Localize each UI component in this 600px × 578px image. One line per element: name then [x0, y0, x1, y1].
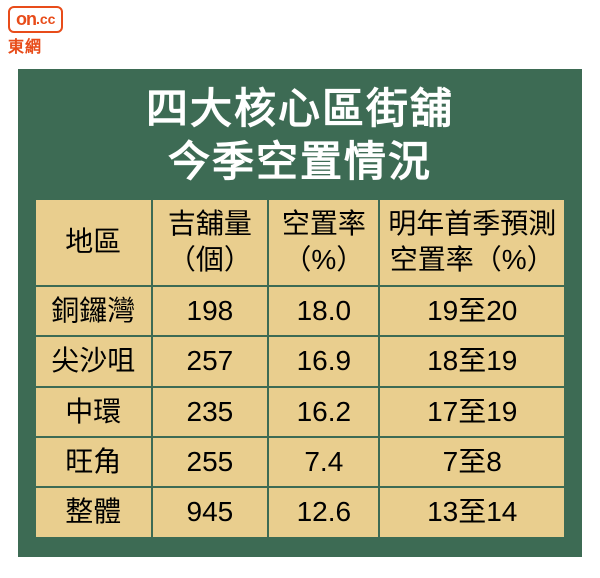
panel-title: 四大核心區街舖 今季空置情況 [34, 83, 566, 188]
header-cell-text: （個） [168, 244, 252, 275]
cell-district: 中環 [35, 387, 152, 437]
logo-subtext: 東網 [8, 33, 592, 57]
cell-district: 尖沙咀 [35, 336, 152, 386]
logo-cc-text: .cc [36, 11, 55, 27]
cell-vacancy-rate: 16.2 [268, 387, 379, 437]
title-line-2: 今季空置情況 [168, 138, 432, 185]
cell-vacancy-rate: 12.6 [268, 487, 379, 537]
main-panel: 四大核心區街舖 今季空置情況 地區 吉舖量 （個） 空置率 （%） 明年首 [18, 69, 582, 557]
cell-district: 銅鑼灣 [35, 286, 152, 336]
table-row: 整體 945 12.6 13至14 [35, 487, 565, 537]
cell-vacancy-rate: 7.4 [268, 437, 379, 487]
logo-region: on.cc 東網 [0, 0, 600, 59]
cell-vacant-count: 257 [152, 336, 269, 386]
header-forecast-rate: 明年首季預測 空置率（%） [379, 199, 565, 286]
cell-vacant-count: 945 [152, 487, 269, 537]
header-cell-text: 空置率 [282, 208, 366, 239]
vacancy-table: 地區 吉舖量 （個） 空置率 （%） 明年首季預測 空置率（%） 銅鑼灣 [34, 198, 566, 539]
cell-district: 旺角 [35, 437, 152, 487]
header-cell-text: 空置率（%） [390, 244, 555, 275]
header-district: 地區 [35, 199, 152, 286]
cell-vacant-count: 235 [152, 387, 269, 437]
cell-forecast-rate: 17至19 [379, 387, 565, 437]
logo-box: on.cc [8, 6, 63, 33]
table-row: 中環 235 16.2 17至19 [35, 387, 565, 437]
cell-vacancy-rate: 16.9 [268, 336, 379, 386]
header-vacant-count: 吉舖量 （個） [152, 199, 269, 286]
header-cell-text: （%） [283, 244, 364, 275]
table-body: 銅鑼灣 198 18.0 19至20 尖沙咀 257 16.9 18至19 中環… [35, 286, 565, 538]
header-vacancy-rate: 空置率 （%） [268, 199, 379, 286]
cell-forecast-rate: 19至20 [379, 286, 565, 336]
logo-on-text: on [16, 9, 36, 29]
cell-vacant-count: 255 [152, 437, 269, 487]
header-cell-text: 地區 [65, 226, 121, 257]
table-row: 銅鑼灣 198 18.0 19至20 [35, 286, 565, 336]
cell-forecast-rate: 7至8 [379, 437, 565, 487]
header-cell-text: 吉舖量 [168, 208, 252, 239]
table-header-row: 地區 吉舖量 （個） 空置率 （%） 明年首季預測 空置率（%） [35, 199, 565, 286]
cell-forecast-rate: 13至14 [379, 487, 565, 537]
header-cell-text: 明年首季預測 [388, 208, 556, 239]
cell-forecast-rate: 18至19 [379, 336, 565, 386]
cell-district: 整體 [35, 487, 152, 537]
cell-vacancy-rate: 18.0 [268, 286, 379, 336]
table-row: 旺角 255 7.4 7至8 [35, 437, 565, 487]
table-row: 尖沙咀 257 16.9 18至19 [35, 336, 565, 386]
cell-vacant-count: 198 [152, 286, 269, 336]
title-line-1: 四大核心區街舖 [146, 85, 454, 132]
